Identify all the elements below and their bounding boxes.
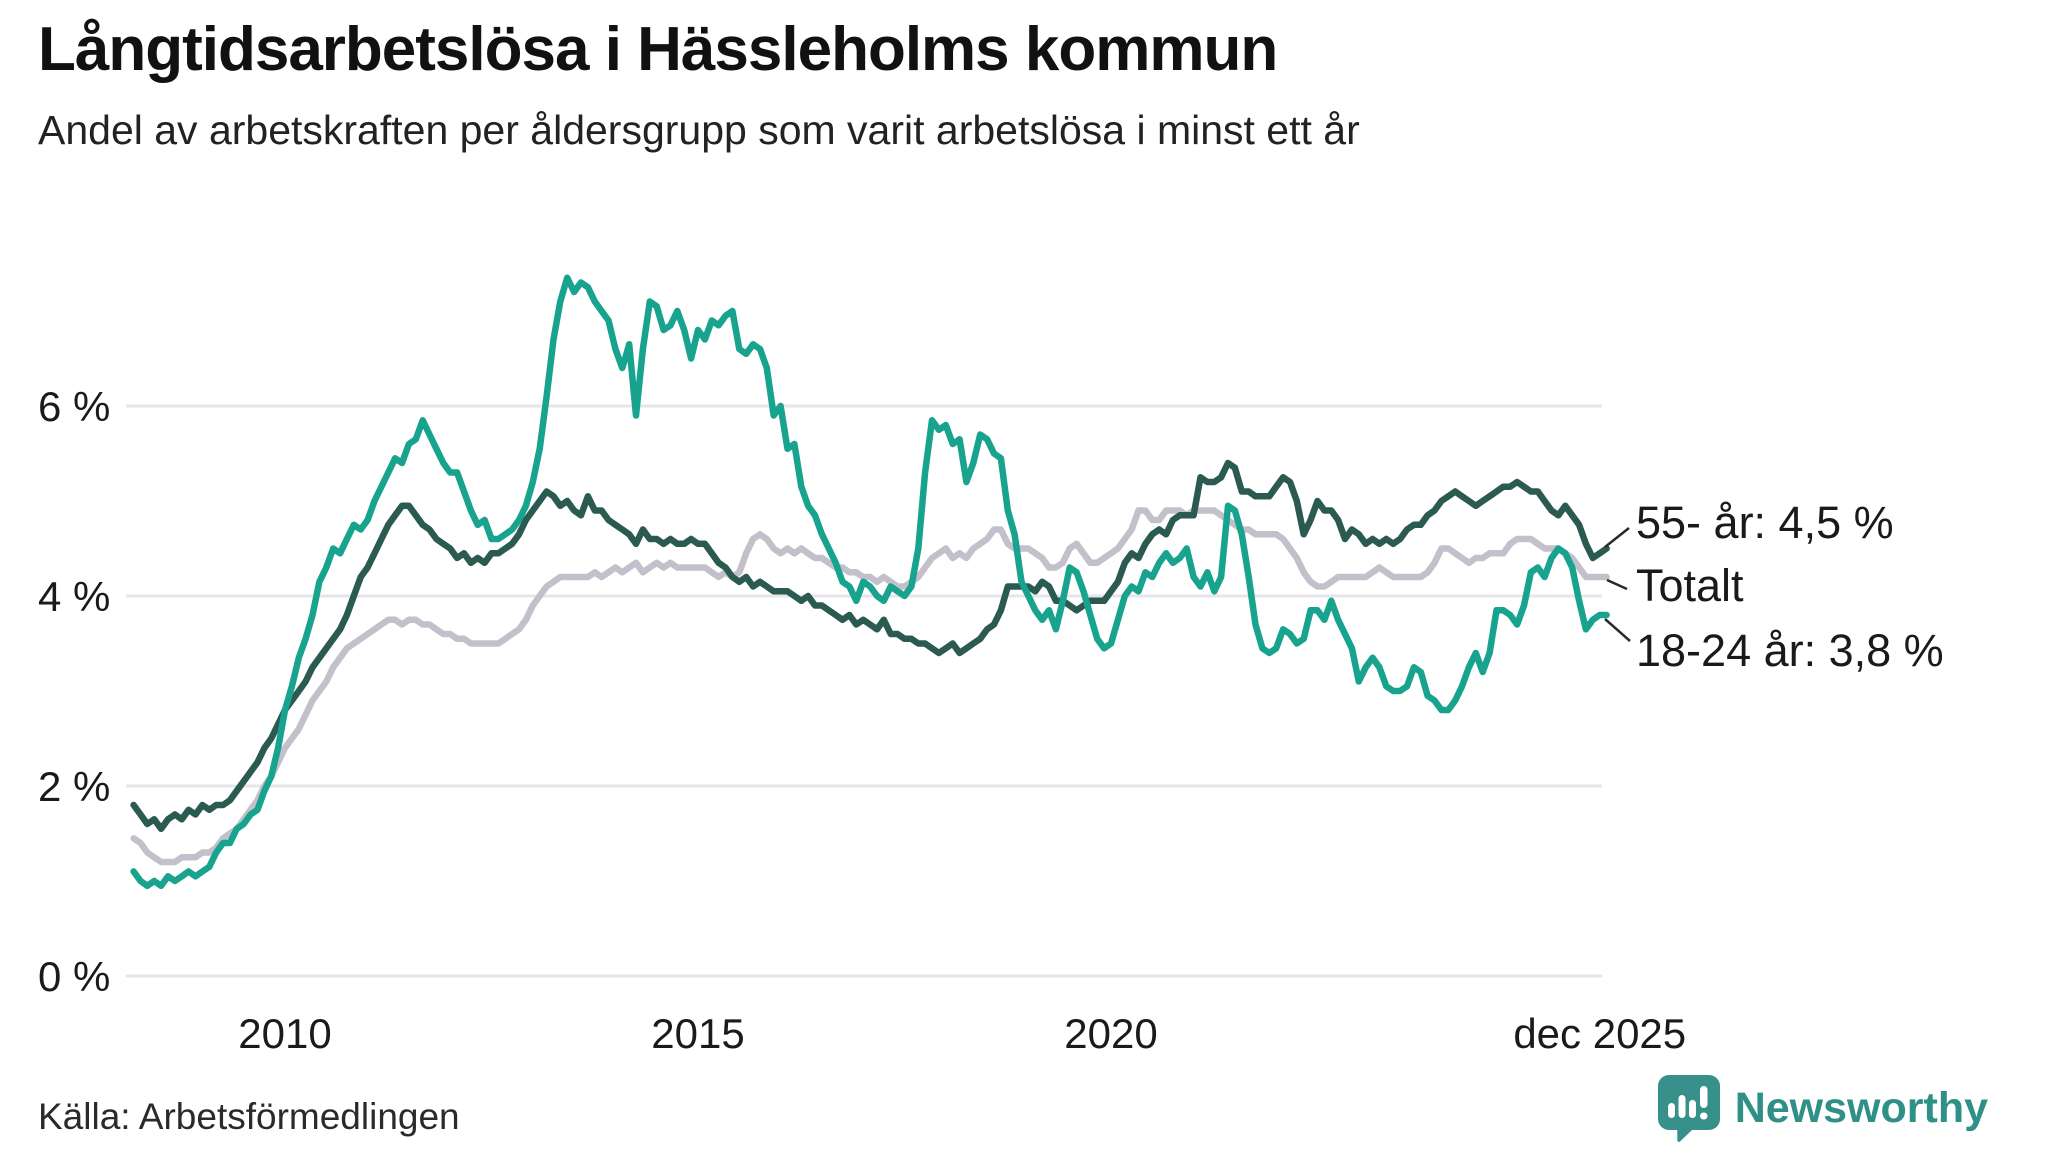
y-axis-tick-label: 0 %	[38, 953, 110, 1000]
series-line-age18to24	[130, 274, 1610, 890]
annotation-label-age18to24: 18-24 år: 3,8 %	[1636, 625, 1944, 676]
annotation-connector-total	[1606, 578, 1628, 591]
y-axis-tick-label: 4 %	[38, 573, 110, 620]
y-axis-tick-label: 2 %	[38, 763, 110, 810]
page-subtitle: Andel av arbetskraften per åldersgrupp s…	[38, 107, 1360, 154]
annotation-connector-age55plus	[1604, 527, 1630, 548]
annotation-label-age55plus: 55- år: 4,5 %	[1636, 497, 1894, 548]
y-axis-tick-label: 6 %	[38, 383, 110, 430]
x-axis-tick-label: 2010	[238, 1010, 331, 1057]
x-axis-tick-label: dec 2025	[1513, 1010, 1686, 1057]
source-note: Källa: Arbetsförmedlingen	[38, 1096, 460, 1137]
series-line-total	[130, 507, 1610, 866]
chart-header: Långtidsarbetslösa i Hässleholms kommun …	[38, 14, 2018, 154]
newsworthy-logo-text: Newsworthy	[1734, 1083, 1988, 1132]
newsworthy-logo: Newsworthy	[1657, 1074, 1988, 1142]
page-title: Långtidsarbetslösa i Hässleholms kommun	[38, 15, 1278, 84]
annotation-label-total: Totalt	[1636, 560, 1744, 611]
series-line-age55plus	[130, 459, 1610, 833]
x-axis-tick-label: 2015	[651, 1010, 744, 1057]
x-axis-tick-label: 2020	[1064, 1010, 1157, 1057]
annotation-connector-age18to24	[1604, 618, 1631, 642]
newsworthy-logo-icon	[1657, 1075, 1720, 1142]
